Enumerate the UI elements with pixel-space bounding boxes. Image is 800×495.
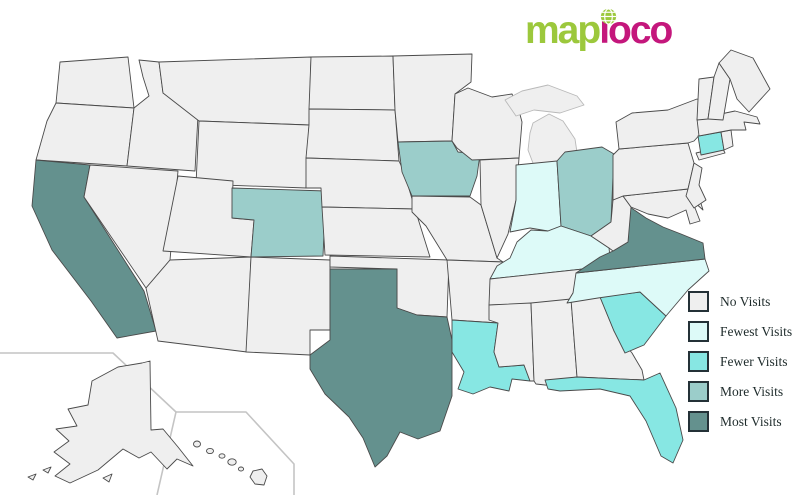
hawaii-island-big-island bbox=[249, 468, 268, 486]
legend-label: Most Visits bbox=[720, 413, 782, 429]
maploco-logo[interactable]: map loco bbox=[525, 4, 673, 56]
state-indiana bbox=[509, 160, 562, 233]
state-texas bbox=[309, 268, 453, 468]
state-new-mexico bbox=[245, 256, 331, 356]
state-ohio bbox=[556, 146, 615, 237]
legend-swatch-fewest-visits bbox=[688, 321, 709, 342]
hawaii-island-lanai bbox=[237, 466, 245, 472]
state-illinois bbox=[479, 157, 520, 259]
globe-icon bbox=[601, 7, 617, 25]
state-wyoming bbox=[195, 120, 310, 189]
hawaii-island-molokai bbox=[218, 453, 226, 459]
alaska-aleutian-island bbox=[27, 473, 37, 481]
state-alaska bbox=[53, 360, 194, 484]
legend-swatch-no-visits bbox=[688, 291, 709, 312]
state-iowa bbox=[397, 140, 481, 197]
hawaii-island-kauai bbox=[193, 440, 201, 448]
state-florida bbox=[544, 372, 684, 464]
state-new-jersey bbox=[685, 162, 707, 209]
hawaii-island-oahu bbox=[206, 447, 214, 455]
state-north-carolina bbox=[566, 258, 710, 317]
logo-map-text: map bbox=[525, 8, 601, 52]
legend-item-fewer-visits: Fewer Visits bbox=[688, 351, 792, 372]
logo-loco-text: loco bbox=[599, 7, 673, 52]
legend-label: Fewest Visits bbox=[720, 323, 793, 339]
state-wisconsin bbox=[451, 87, 523, 161]
legend-label: Fewer Visits bbox=[720, 353, 788, 369]
state-michigan-upper bbox=[504, 84, 585, 117]
state-new-hampshire bbox=[707, 62, 731, 121]
alaska-island bbox=[102, 473, 113, 483]
state-alabama bbox=[530, 298, 578, 388]
state-washington bbox=[55, 56, 135, 109]
legend-item-more-visits: More Visits bbox=[688, 381, 792, 402]
alaska-aleutian-island bbox=[42, 466, 52, 474]
legend-item-fewest-visits: Fewest Visits bbox=[688, 321, 792, 342]
state-kansas bbox=[321, 206, 431, 258]
hawaii-inset-border bbox=[176, 411, 295, 495]
hawaii-island-maui bbox=[227, 458, 237, 466]
state-arizona bbox=[145, 256, 252, 353]
legend-swatch-most-visits bbox=[688, 411, 709, 432]
state-maine bbox=[718, 49, 771, 113]
legend-swatch-more-visits bbox=[688, 381, 709, 402]
legend-label: More Visits bbox=[720, 383, 784, 399]
state-nebraska bbox=[305, 157, 416, 210]
state-oregon bbox=[35, 102, 135, 167]
legend-item-no-visits: No Visits bbox=[688, 291, 792, 312]
legend-item-most-visits: Most Visits bbox=[688, 411, 792, 432]
legend-label: No Visits bbox=[720, 293, 771, 309]
visits-legend: No Visits Fewest Visits Fewer Visits Mor… bbox=[688, 291, 792, 432]
state-north-dakota bbox=[308, 55, 396, 111]
state-new-york bbox=[615, 98, 711, 150]
legend-swatch-fewer-visits bbox=[688, 351, 709, 372]
state-south-dakota bbox=[305, 108, 400, 162]
